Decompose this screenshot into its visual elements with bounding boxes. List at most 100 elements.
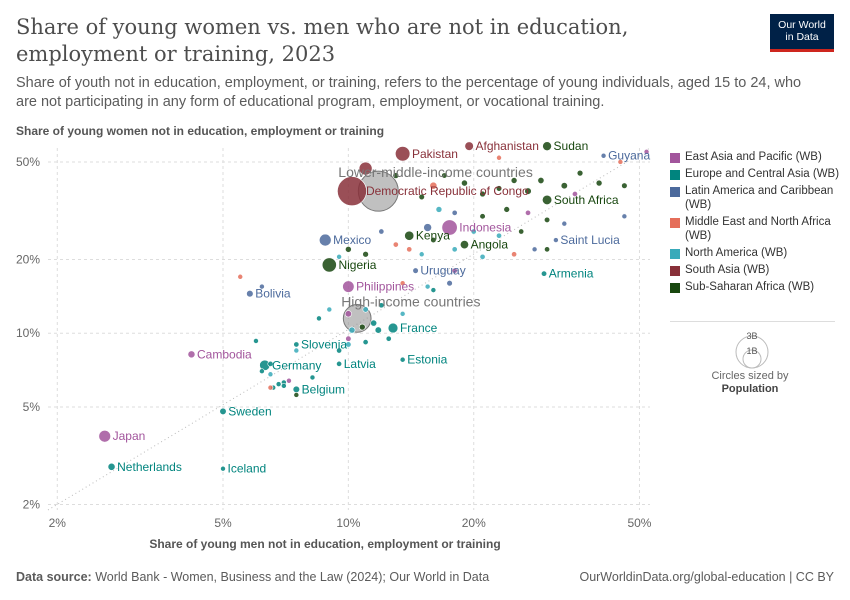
data-point xyxy=(392,241,399,248)
y-tick-label: 5% xyxy=(23,400,41,414)
data-source: Data source: World Bank - Women, Busines… xyxy=(16,570,489,584)
data-point xyxy=(267,384,274,391)
data-point xyxy=(342,280,355,293)
y-tick-label: 50% xyxy=(16,155,40,169)
data-point xyxy=(378,302,385,309)
data-point xyxy=(336,360,343,367)
axis-ticks: 2% 5% 10% 20% 50% 2% 5% 10% 20% 50% xyxy=(16,155,652,530)
data-point xyxy=(451,267,458,274)
y-tick-label: 20% xyxy=(16,252,40,266)
point-label: Saint Lucia xyxy=(560,233,620,247)
legend-swatch xyxy=(670,266,680,276)
size-legend: 3B 1B xyxy=(700,330,810,375)
legend-item[interactable]: South Asia (WB) xyxy=(670,263,840,277)
data-point xyxy=(553,237,559,243)
data-point xyxy=(399,311,406,317)
legend-item[interactable]: Middle East and North Africa (WB) xyxy=(670,215,840,243)
point-label: High-income countries xyxy=(341,293,480,309)
data-point xyxy=(292,385,300,394)
point-label: Iceland xyxy=(228,462,267,476)
data-point xyxy=(430,287,437,293)
y-tick-label: 2% xyxy=(23,498,41,512)
data-point xyxy=(399,280,406,287)
data-point xyxy=(451,209,458,216)
x-tick-label: 10% xyxy=(336,516,360,530)
data-point xyxy=(441,219,458,236)
point-label: Japan xyxy=(113,429,146,443)
data-point xyxy=(621,182,628,189)
data-point xyxy=(643,148,650,155)
legend-label: East Asia and Pacific (WB) xyxy=(685,151,822,163)
legend-label: Middle East and North Africa (WB) xyxy=(685,216,831,242)
data-point xyxy=(253,338,259,344)
owid-logo[interactable]: Our World in Data xyxy=(770,14,834,52)
data-point xyxy=(464,141,474,151)
data-point xyxy=(345,246,352,253)
legend-label: North America (WB) xyxy=(685,247,788,259)
data-point xyxy=(441,172,448,179)
legend-item[interactable]: East Asia and Pacific (WB) xyxy=(670,150,840,164)
data-point xyxy=(510,177,518,184)
data-source-text[interactable]: World Bank - Women, Business and the Law… xyxy=(95,570,490,584)
data-point xyxy=(293,341,300,348)
legend-swatch xyxy=(670,283,680,293)
point-label: Indonesia xyxy=(459,221,511,235)
y-axis-label: Share of young women not in education, e… xyxy=(16,124,385,138)
point-label: Pakistan xyxy=(412,147,458,161)
data-point xyxy=(362,251,369,258)
data-point xyxy=(542,194,553,205)
legend-swatch xyxy=(670,218,680,228)
point-label: Latvia xyxy=(344,357,376,371)
data-point xyxy=(378,228,385,235)
legend-swatch xyxy=(670,187,680,197)
data-point xyxy=(543,216,551,223)
legend-item[interactable]: North America (WB) xyxy=(670,246,840,260)
point-label: Kenya xyxy=(416,229,450,243)
data-point xyxy=(259,368,265,375)
legend-label: South Asia (WB) xyxy=(685,264,770,276)
data-point xyxy=(424,283,431,290)
data-point xyxy=(451,246,458,253)
data-point xyxy=(544,246,551,253)
x-axis-label: Share of young men not in education, emp… xyxy=(149,537,501,551)
data-point xyxy=(286,377,292,384)
data-point xyxy=(344,310,352,318)
data-point xyxy=(503,206,510,213)
data-point xyxy=(392,172,400,179)
data-point xyxy=(531,246,538,253)
data-point xyxy=(537,177,545,184)
chart-title: Share of young women vs. men who are not… xyxy=(16,15,629,66)
legend-label: Sub-Saharan Africa (WB) xyxy=(685,281,815,293)
data-point xyxy=(275,381,282,387)
point-label: France xyxy=(400,321,438,335)
point-label: Bolivia xyxy=(255,287,291,301)
point-label: Germany xyxy=(272,358,321,372)
data-point xyxy=(524,187,532,195)
data-point xyxy=(345,341,352,348)
data-point xyxy=(321,257,337,273)
data-point xyxy=(479,190,486,198)
point-label: Uruguay xyxy=(420,264,465,278)
size-legend-big: 3B xyxy=(746,331,757,341)
data-point xyxy=(293,347,300,354)
size-caption-line: Circles sized by xyxy=(711,370,789,382)
data-point xyxy=(399,356,406,363)
data-point xyxy=(362,339,369,346)
data-point xyxy=(370,319,378,327)
data-point xyxy=(461,179,468,187)
legend-item[interactable]: Europe and Central Asia (WB) xyxy=(670,167,840,181)
footer-url[interactable]: OurWorldinData.org/global-education | CC… xyxy=(579,570,834,584)
point-label: Mexico xyxy=(333,233,371,247)
chart-subtitle: Share of youth not in education, employm… xyxy=(16,75,802,110)
data-point xyxy=(560,182,568,190)
data-point xyxy=(358,161,373,176)
data-point xyxy=(326,306,333,313)
legend-swatch xyxy=(670,249,680,259)
legend-item[interactable]: Sub-Saharan Africa (WB) xyxy=(670,280,840,294)
point-label: Estonia xyxy=(407,353,447,367)
legend-item[interactable]: Latin America and Caribbean (WB) xyxy=(670,184,840,212)
data-point xyxy=(496,154,502,161)
data-point xyxy=(374,326,382,334)
point-label: Nigeria xyxy=(338,258,376,272)
